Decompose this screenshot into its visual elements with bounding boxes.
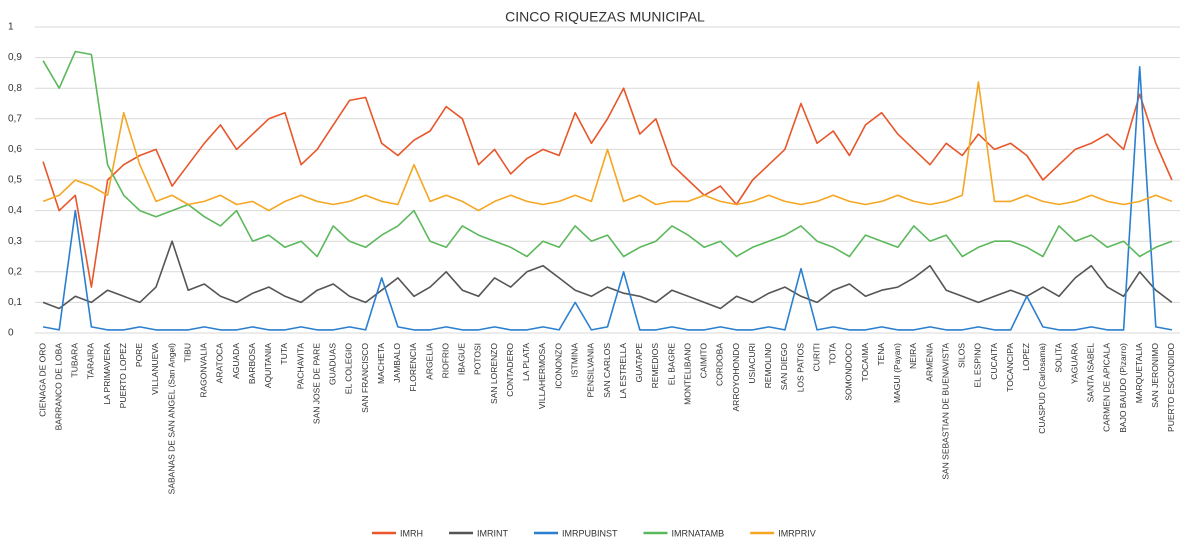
series-line [42,66,1173,331]
legend-label: IMRNATAMB [672,528,725,538]
series-line [42,87,1173,288]
x-tick-label: CORDOBA [715,343,725,386]
x-tick-label: SAN CARLOS [602,343,612,398]
x-tick-label: TUBARA [70,343,80,378]
x-tick-label: CAIMITO [699,343,709,379]
x-tick-label: GUATAPE [634,343,644,383]
x-tick-label: CUASPUD (Carlosama) [1037,343,1047,434]
y-tick-label: 1 [8,22,14,33]
x-tick-label: LOS PATIOS [795,343,805,393]
x-tick-label: REMOLINO [763,343,773,389]
x-tick-label: SAN SEBASTIAN DE BUENAVISTA [940,343,950,480]
x-tick-label: LA ESTRELLA [618,343,628,399]
x-tick-label: EL ESPINO [973,343,983,388]
x-tick-label: SANTA ISABEL [1086,343,1096,403]
x-tick-label: SAN FRANCISCO [360,343,370,413]
x-tick-label: REMEDIOS [650,343,660,389]
x-tick-label: CUCAITA [989,343,999,380]
x-tick-label: EL COLEGIO [344,343,354,395]
x-tick-label: ARGELIA [424,343,434,380]
x-tick-label: CURITI [811,343,821,371]
y-tick-label: 0,3 [8,236,22,247]
legend-label: IMRINT [477,528,508,538]
y-tick-label: 0,9 [8,52,22,63]
y-tick-label: 0,4 [8,205,22,216]
legend-label: IMRPRIV [778,528,816,538]
x-tick-label: PUERTO LOPEZ [118,343,128,408]
x-tick-label: FLORENCIA [408,343,418,392]
x-tick-label: YAGUARA [1069,343,1079,384]
x-tick-label: TENA [876,343,886,366]
x-tick-label: LA PLATA [521,343,531,381]
x-tick-label: TOCAIMA [860,343,870,382]
y-tick-label: 0,7 [8,113,22,124]
x-tick-label: TOCANCIPA [1005,343,1015,392]
x-tick-label: TARAIRA [86,343,96,380]
x-tick-label: MAGUI (Payan) [892,343,902,403]
x-tick-label: NEIRA [908,343,918,369]
x-tick-label: VILLAHERMOSA [537,343,547,409]
x-tick-label: CIENAGA DE ORO [37,343,47,417]
x-tick-label: SAN JOSE DE PARE [311,343,321,424]
x-tick-label: SAN JERONIMO [1150,343,1160,408]
x-tick-label: ARATOCA [215,343,225,384]
y-tick-label: 0,5 [8,175,22,186]
x-tick-label: POTOSI [473,343,483,375]
x-tick-label: SAN LORENZO [489,343,499,404]
x-tick-label: ARROYOHONDO [731,343,741,412]
x-tick-label: LA PRIMAVERA [102,343,112,405]
x-tick-label: PORE [134,343,144,367]
x-tick-label: TOTA [828,343,838,365]
x-tick-label: IBAGUE [457,343,467,375]
x-tick-label: CARMEN DE APICALA [1102,343,1112,432]
x-tick-label: PUERTO ESCONDIDO [1166,343,1176,432]
x-tick-label: USIACURI [747,343,757,384]
series-line [42,240,1173,310]
x-tick-label: TIBU [182,343,192,362]
x-tick-label: MARQUETALIA [1134,343,1144,404]
x-tick-label: JAMBALO [392,343,402,383]
x-tick-label: PACHAVITA [295,343,305,390]
legend-label: IMRH [400,528,423,538]
y-tick-label: 0,8 [8,83,22,94]
x-tick-label: MACHETA [376,343,386,384]
y-tick-label: 0 [8,328,14,339]
x-tick-label: SOLITA [1053,343,1063,373]
series-line [42,50,1173,258]
x-tick-label: ARMENIA [924,343,934,382]
x-tick-label: ICONONZO [553,343,563,389]
x-tick-label: EL BAGRE [666,343,676,386]
x-tick-label: AGUADA [231,343,241,379]
y-tick-label: 0,1 [8,297,22,308]
x-tick-label: SABANAS DE SAN ANGEL (San Angel) [166,343,176,495]
x-tick-label: BARBOSA [247,343,257,384]
x-tick-label: LOPEZ [1021,343,1031,371]
chart-title: CINCO RIQUEZAS MUNICIPAL [505,9,705,25]
y-tick-label: 0,6 [8,144,22,155]
x-tick-label: RAGONVALIA [199,343,209,398]
series-line [42,81,1173,212]
x-tick-label: MONTELIBANO [682,343,692,405]
x-tick-label: GUADUAS [328,343,338,385]
x-tick-label: VILLANUEVA [150,343,160,395]
x-tick-label: ISTMINA [569,343,579,378]
x-tick-label: TUTA [279,343,289,365]
x-tick-label: PENSILVANIA [586,343,596,398]
x-tick-label: SILOS [957,343,967,368]
x-tick-label: RIOFRIO [440,343,450,379]
legend-label: IMRPUBINST [562,528,618,538]
y-tick-label: 0,2 [8,266,22,277]
x-tick-label: SOMONDOCO [844,343,854,401]
x-tick-label: BAJO BAUDO (Pizarro) [1118,343,1128,433]
x-tick-label: CONTADERO [505,343,515,397]
x-tick-label: AQUITANIA [263,343,273,389]
x-tick-label: BARRANCO DE LOBA [53,343,63,431]
x-tick-label: SAN DIEGO [779,343,789,391]
